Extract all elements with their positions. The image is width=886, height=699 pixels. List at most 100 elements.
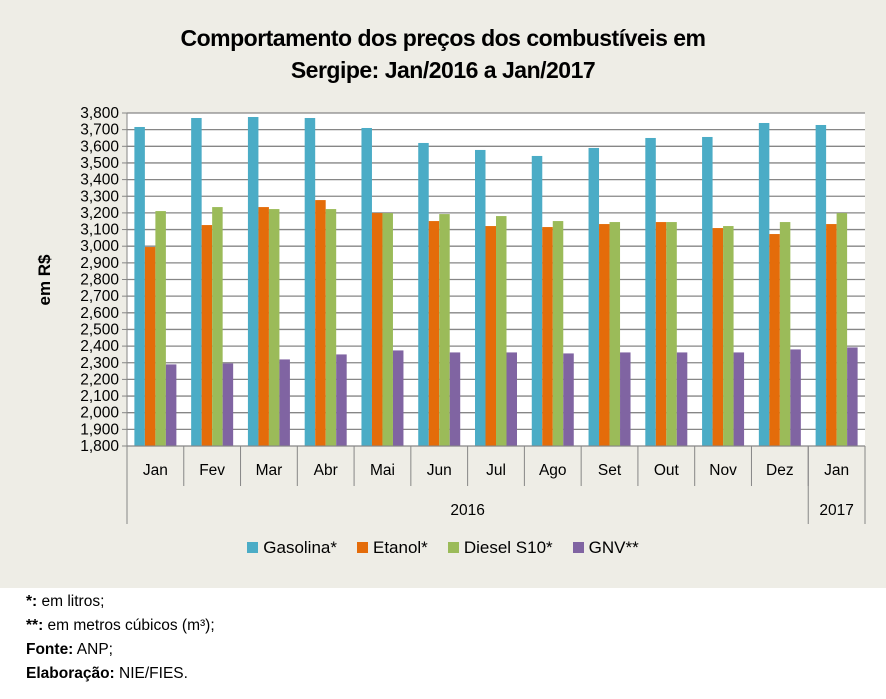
x-tick-label: Jun [427,462,452,479]
y-tick-label: 2,300 [80,355,119,372]
bar-gasolina [134,126,145,447]
x-group-label: 2017 [819,502,853,519]
footnote-text: em litros; [37,593,105,610]
y-tick-label: 2,800 [80,272,119,289]
y-tick-label: 3,000 [80,238,119,255]
x-group-label: 2016 [450,502,484,519]
legend-item: Etanol* [356,538,428,558]
y-tick-label: 3,800 [80,105,119,122]
legend-label: Etanol* [372,538,428,557]
bar-gnv [676,352,688,446]
footnote-text: ANP; [73,641,113,658]
bar-diesel-s10 [325,209,337,446]
bars [134,116,858,447]
bar-etanol [485,226,496,446]
bar-gnv [279,359,290,446]
legend-swatch [572,542,584,553]
x-tick-label: Dez [766,462,794,479]
axes: 1,8001,9002,0002,1002,2002,3002,4002,500… [80,105,866,524]
x-tick-label: Mai [370,462,395,479]
bar-diesel-s10 [609,222,621,446]
bar-etanol [371,213,383,446]
y-axis-label: em R$ [35,254,54,306]
bar-gnv [847,347,858,446]
y-tick-label: 2,400 [80,338,119,355]
y-tick-label: 2,900 [80,255,119,272]
footnote-line: **: em metros cúbicos (m³); [26,614,215,638]
bar-diesel-s10 [439,214,450,446]
bar-gasolina [588,147,600,446]
footnote-key: Fonte: [26,641,74,658]
bar-diesel-s10 [496,216,507,446]
legend-swatch [356,542,368,553]
y-tick-label: 2,500 [80,321,119,338]
bar-etanol [201,225,213,446]
x-tick-label: Mar [256,462,283,479]
bar-etanol [315,200,326,446]
bar-diesel-s10 [723,226,734,446]
legend-item: Gasolina* [247,538,337,558]
y-tick-label: 1,900 [80,421,119,438]
legend-label: GNV** [588,538,639,557]
bar-etanol [655,222,667,446]
y-tick-label: 3,100 [80,222,119,239]
footnote-key: Elaboração: [26,665,115,682]
bar-etanol [258,207,269,446]
x-tick-label: Set [598,462,622,479]
footnote-line: Elaboração: NIE/FIES. [26,662,215,686]
bar-gnv [449,352,461,446]
y-tick-label: 3,500 [80,155,119,172]
x-tick-label: Nov [709,462,737,479]
bar-gasolina [645,137,656,446]
bar-etanol [826,224,837,446]
bar-gasolina [815,124,827,446]
footnote-text: em metros cúbicos (m³); [43,617,215,634]
bar-gnv [222,363,234,446]
x-tick-label: Jan [143,462,168,479]
legend-item: Diesel S10* [447,538,553,558]
bar-etanol [542,227,553,446]
y-tick-label: 3,300 [80,188,119,205]
bar-diesel-s10 [212,207,223,446]
bar-diesel-s10 [268,209,280,446]
bar-gasolina [191,117,202,447]
footnotes: *: em litros; **: em metros cúbicos (m³);… [26,590,215,686]
legend-label: Gasolina* [263,538,337,557]
x-tick-label: Fev [199,462,225,479]
bar-gasolina [702,136,713,446]
y-tick-label: 3,700 [80,122,119,139]
bar-gasolina [247,116,259,446]
bar-gnv [733,352,745,446]
bar-gnv [563,353,574,446]
bar-chart: 1,8001,9002,0002,1002,2002,3002,4002,500… [35,105,866,524]
footnote-key: *: [26,593,38,610]
bar-gasolina [361,127,372,447]
bar-etanol [428,221,440,446]
x-tick-label: Abr [314,462,338,479]
bar-gnv [620,352,631,446]
bar-etanol [712,228,724,446]
chart-title-line-1: Comportamento dos preços dos combustívei… [180,25,706,51]
bar-diesel-s10 [552,221,564,446]
legend: Gasolina* Etanol* Diesel S10* GNV** [0,538,886,558]
bar-gasolina [304,117,316,447]
chart-title: Comportamento dos preços dos combustívei… [0,22,886,86]
x-tick-label: Out [654,462,680,479]
chart-area: Comportamento dos preços dos combustívei… [0,0,886,588]
bar-diesel-s10 [779,222,791,446]
bar-diesel-s10 [836,213,848,446]
bar-etanol [769,234,780,446]
x-tick-label: Jan [824,462,849,479]
footnote-line: *: em litros; [26,590,215,614]
y-tick-label: 3,400 [80,172,119,189]
bar-diesel-s10 [382,213,393,446]
bar-gnv [790,349,801,446]
y-tick-label: 2,600 [80,305,119,322]
y-tick-label: 1,800 [80,438,119,455]
bar-gasolina [418,142,429,446]
legend-label: Diesel S10* [463,538,553,557]
footnote-line: Fonte: ANP; [26,638,215,662]
bar-gnv [336,354,347,446]
legend-item: GNV** [572,538,639,558]
legend-swatch [247,542,259,553]
